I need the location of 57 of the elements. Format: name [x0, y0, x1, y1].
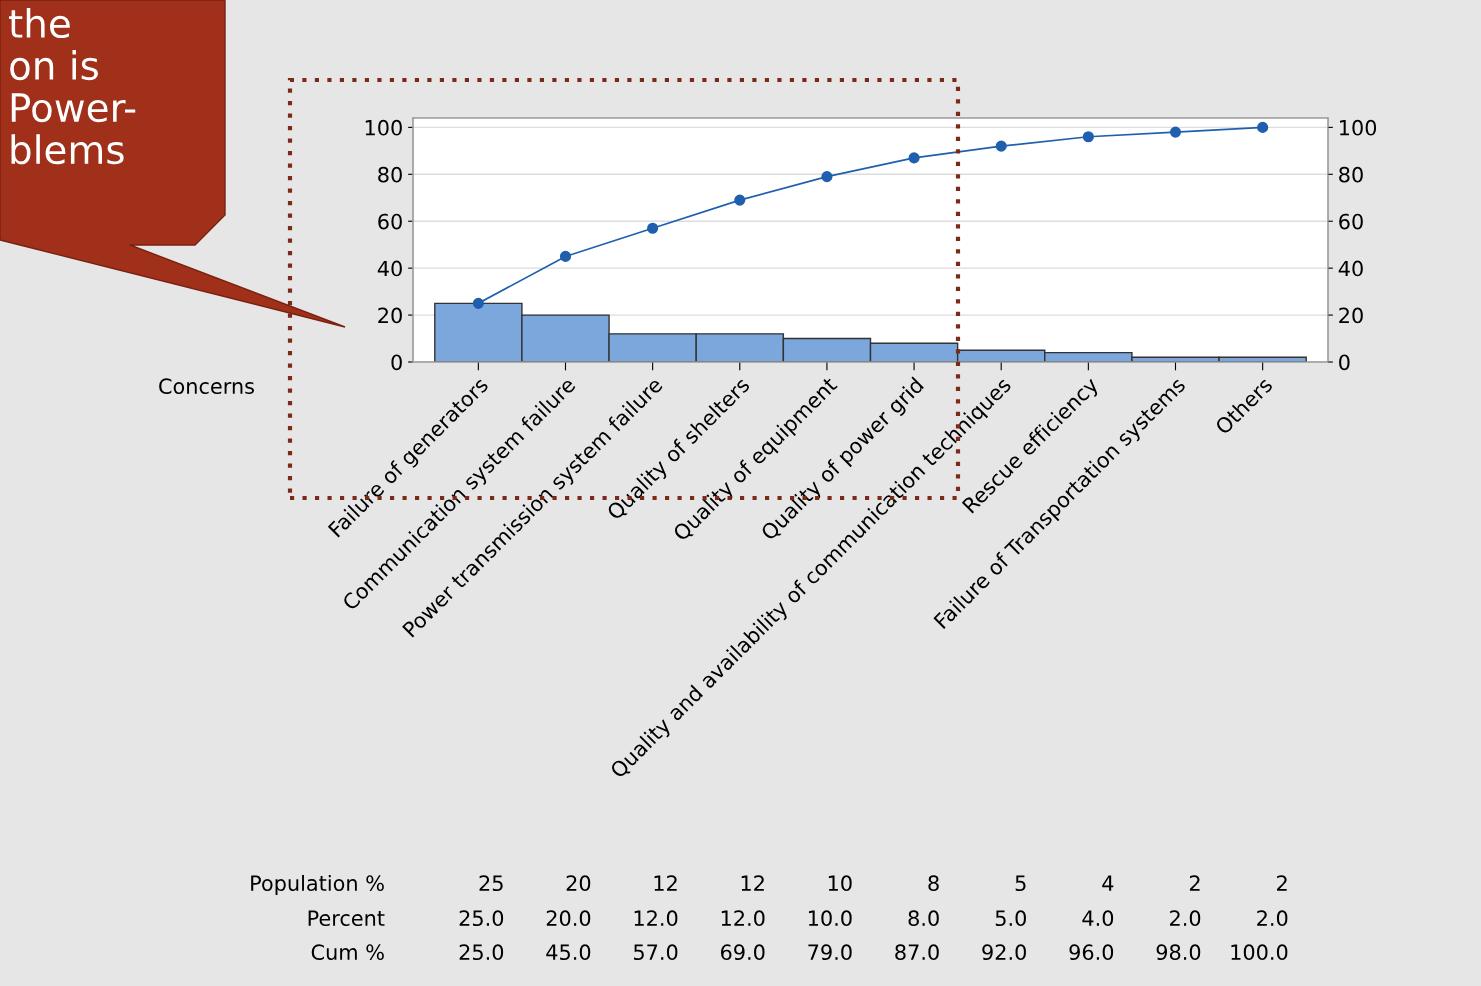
text: 2 — [1189, 875, 1200, 891]
data-label: 4.0 — [1082, 910, 1114, 927]
point — [1169, 126, 1182, 138]
text: 12 — [741, 875, 764, 891]
y-tick-label: 20 — [378, 307, 402, 324]
text: 20 — [566, 875, 591, 892]
data-label: 45.0 — [546, 944, 591, 961]
text: 25 — [479, 875, 503, 892]
data-label: 12.0 — [721, 910, 765, 927]
data-label: 96.0 — [1069, 944, 1114, 961]
data-label: 98.0 — [1156, 944, 1201, 961]
y-tick-label: 100 — [365, 119, 402, 136]
y2-tick-label: 40 — [1338, 260, 1363, 277]
x-axis-title: Concerns — [159, 378, 254, 395]
point — [472, 297, 484, 309]
y2-tick-label: 60 — [1339, 213, 1363, 230]
data-label: 12.0 — [634, 910, 678, 927]
y-tick-label: 40 — [377, 260, 402, 277]
point — [734, 194, 746, 206]
text: Population % — [251, 874, 384, 896]
data-label: 25.0 — [459, 910, 504, 927]
text: 2 — [1277, 875, 1287, 891]
data-label: 25.0 — [459, 944, 504, 961]
text: 12 — [654, 875, 677, 891]
data-label: 87.0 — [895, 944, 939, 961]
data-label: 69.0 — [721, 944, 765, 961]
data-label: 2.0 — [1257, 910, 1288, 927]
point — [821, 171, 833, 183]
text: 8 — [928, 875, 939, 892]
data-label: 2.0 — [1170, 910, 1201, 927]
y2-tick-label: 100 — [1340, 119, 1377, 136]
data-label: 57.0 — [634, 944, 678, 961]
y-tick-label: 0 — [391, 354, 402, 371]
text: 5 — [1015, 875, 1026, 892]
text: 4 — [1102, 875, 1114, 891]
point — [908, 152, 920, 164]
text: 10 — [828, 875, 852, 892]
data-label: 20.0 — [546, 910, 591, 927]
text: the on is Power- blems — [9, 8, 136, 165]
data-label: 92.0 — [982, 944, 1026, 961]
point — [647, 222, 659, 234]
y-tick-label: 60 — [378, 213, 402, 230]
data-label: 100.0 — [1231, 944, 1288, 961]
y2-tick-label: 0 — [1339, 354, 1350, 371]
data-label: 5.0 — [995, 910, 1026, 927]
point — [1257, 121, 1269, 133]
y-tick-label: 80 — [378, 166, 402, 183]
y2-tick-label: 20 — [1339, 307, 1363, 324]
text: Cum % — [311, 944, 384, 961]
point — [995, 140, 1007, 152]
point — [1082, 131, 1094, 143]
y2-tick-label: 80 — [1339, 166, 1363, 183]
point — [559, 250, 572, 262]
text: Percent — [308, 910, 385, 927]
data-label: 79.0 — [808, 944, 852, 961]
data-label: 10.0 — [808, 910, 852, 927]
data-label: 8.0 — [908, 910, 939, 927]
